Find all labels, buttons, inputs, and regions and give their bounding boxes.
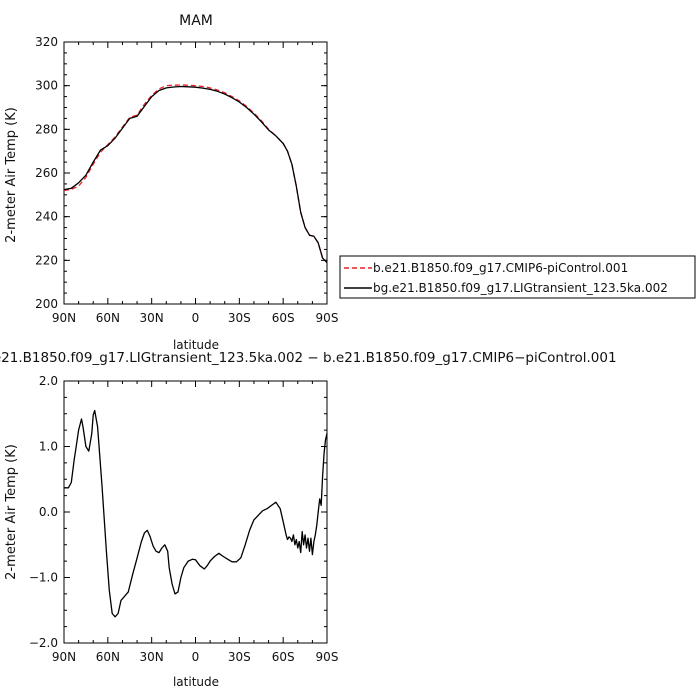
x-tick-label: 90N bbox=[52, 311, 76, 325]
x-tick-label: 60N bbox=[96, 650, 120, 664]
chart-2-x-axis-label: latitude bbox=[173, 675, 219, 689]
y-tick-label: 280 bbox=[35, 122, 58, 136]
y-tick-label: −2.0 bbox=[29, 636, 58, 650]
y-tick-label: 300 bbox=[35, 79, 58, 93]
x-tick-label: 30S bbox=[228, 650, 251, 664]
y-tick-label: −1.0 bbox=[29, 571, 58, 585]
x-tick-label: 90S bbox=[316, 311, 339, 325]
chart-2-series-1-line bbox=[64, 409, 328, 618]
y-tick-label: 2.0 bbox=[39, 374, 58, 388]
y-tick-label: 0.0 bbox=[39, 505, 58, 519]
chart-1-y-axis-label: 2-meter Air Temp (K) bbox=[4, 107, 19, 243]
chart-1-x-axis-label: latitude bbox=[173, 338, 219, 352]
chart-1-plot-frame bbox=[63, 41, 328, 305]
legend-label-series-2: bg.e21.B1850.f09_g17.LIGtransient_123.5k… bbox=[373, 281, 668, 295]
y-tick-label: 1.0 bbox=[39, 440, 58, 454]
x-tick-label: 60S bbox=[272, 650, 295, 664]
x-tick-label: 30S bbox=[228, 311, 251, 325]
chart-1-series-1-line bbox=[63, 84, 328, 263]
x-tick-label: 90N bbox=[52, 650, 76, 664]
y-tick-label: 200 bbox=[35, 297, 58, 311]
x-tick-label: 60S bbox=[272, 311, 295, 325]
chart-1-legend: b.e21.B1850.f09_g17.CMIP6-piControl.001 … bbox=[339, 255, 696, 299]
x-tick-label: 60N bbox=[96, 311, 120, 325]
x-tick-label: 30N bbox=[140, 311, 164, 325]
x-tick-label: 0 bbox=[192, 311, 200, 325]
x-tick-label: 0 bbox=[192, 650, 200, 664]
chart-1-title: MAM bbox=[179, 13, 213, 29]
chart-2-y-axis-label: 2-meter Air Temp (K) bbox=[4, 444, 19, 580]
chart-2-title: bg.e21.B1850.f09_g17.LIGtransient_123.5k… bbox=[0, 350, 617, 366]
x-tick-label: 30N bbox=[140, 650, 164, 664]
legend-frame bbox=[339, 255, 696, 299]
y-tick-label: 240 bbox=[35, 210, 58, 224]
y-tick-label: 260 bbox=[35, 166, 58, 180]
y-tick-label: 320 bbox=[35, 35, 58, 49]
chart-1-series-2-line bbox=[63, 85, 328, 263]
legend-label-series-1: b.e21.B1850.f09_g17.CMIP6-piControl.001 bbox=[373, 261, 628, 275]
x-tick-label: 90S bbox=[316, 650, 339, 664]
y-tick-label: 220 bbox=[35, 253, 58, 267]
